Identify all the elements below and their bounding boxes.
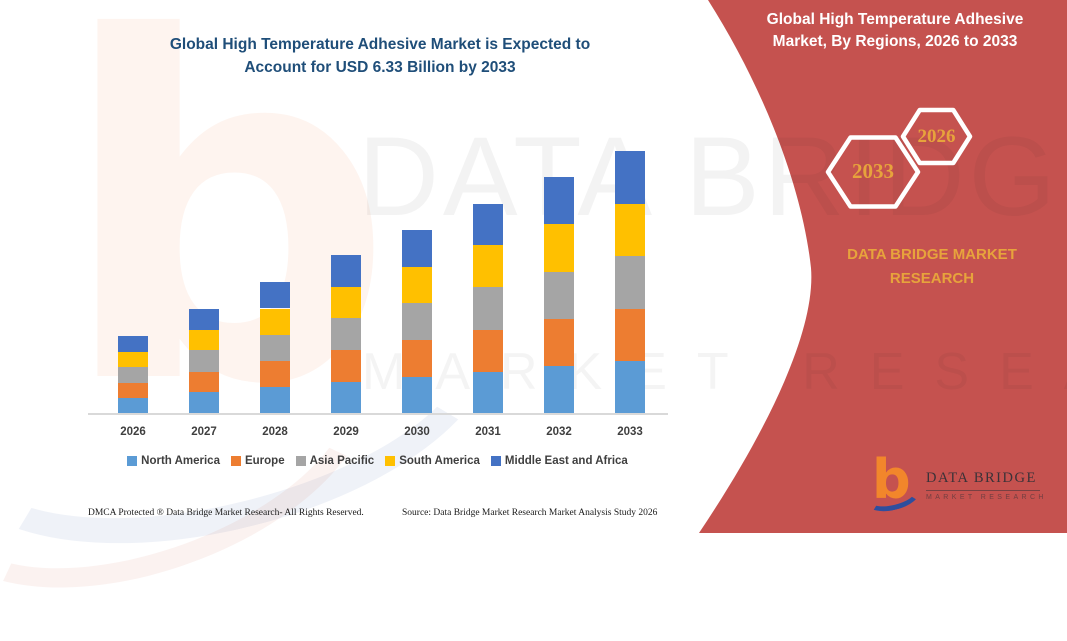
bar-segment-europe-2029	[331, 350, 361, 382]
bar-segment-europe-2030	[402, 340, 432, 377]
legend-swatch-icon	[230, 456, 241, 466]
bar-segment-north-america-2030	[402, 376, 432, 414]
year-hexagons-icon	[825, 107, 973, 209]
chart-title-line1: Global High Temperature Adhesive Market …	[169, 36, 591, 53]
x-axis-label-2027: 2027	[191, 426, 217, 438]
bar-segment-middle-east-and-africa-2027	[189, 308, 219, 330]
bar-segment-south-america-2033	[615, 203, 645, 256]
legend-item-south-america: South America	[385, 455, 480, 467]
legend-label: Middle East and Africa	[504, 455, 628, 467]
ribbon-title-line1: Global High Temperature Adhesive	[766, 11, 1024, 28]
bar-segment-asia-pacific-2028	[260, 334, 290, 362]
ribbon-title: Global High Temperature Adhesive Market,…	[742, 9, 1048, 53]
x-axis-label-2032: 2032	[546, 426, 572, 438]
bar-segment-north-america-2031	[473, 371, 503, 414]
bar-segment-middle-east-and-africa-2032	[544, 176, 574, 225]
bar-segment-middle-east-and-africa-2026	[118, 335, 148, 352]
bar-segment-south-america-2027	[189, 329, 219, 351]
chart-plot-area: 2026 2027 2028 2029 2030 2031 2032 2033	[118, 150, 645, 438]
x-axis-label-2031: 2031	[475, 426, 501, 438]
red-ribbon-shape	[699, 0, 1067, 533]
bar-segment-south-america-2030	[402, 266, 432, 304]
x-axis-label-2029: 2029	[333, 426, 359, 438]
bar-segment-asia-pacific-2029	[331, 318, 361, 351]
bar-segment-south-america-2026	[118, 351, 148, 367]
hexagon-2026	[900, 107, 973, 166]
bar-segment-europe-2032	[544, 318, 574, 367]
bar-segment-europe-2028	[260, 361, 290, 388]
chart-title: Global High Temperature Adhesive Market …	[145, 33, 615, 79]
bar-segment-asia-pacific-2033	[615, 255, 645, 309]
bar-segment-middle-east-and-africa-2029	[331, 255, 361, 287]
logo-divider	[926, 490, 1040, 491]
legend-item-asia-pacific: Asia Pacific	[295, 455, 375, 467]
bar-segment-asia-pacific-2032	[544, 271, 574, 319]
logo-name: DATA BRIDGE	[926, 470, 1037, 486]
footer-source: Source: Data Bridge Market Research Mark…	[402, 508, 658, 518]
bar-segment-north-america-2029	[331, 381, 361, 414]
bar-segment-middle-east-and-africa-2031	[473, 203, 503, 246]
bar-segment-asia-pacific-2027	[189, 350, 219, 372]
bar-segment-middle-east-and-africa-2030	[402, 229, 432, 267]
legend-label: Asia Pacific	[309, 455, 375, 467]
legend-swatch-icon	[295, 456, 306, 466]
bar-segment-south-america-2032	[544, 224, 574, 272]
bar-segment-europe-2033	[615, 308, 645, 361]
bar-segment-north-america-2028	[260, 387, 290, 414]
legend-swatch-icon	[127, 456, 138, 466]
legend-item-north-america: North America	[127, 455, 220, 467]
legend-label: South America	[399, 455, 480, 467]
bar-segment-north-america-2027	[189, 392, 219, 414]
bar-segment-asia-pacific-2031	[473, 287, 503, 330]
legend-item-europe: Europe	[230, 455, 285, 467]
logo-subtitle: MARKET RESEARCH	[926, 494, 1047, 501]
bar-segment-asia-pacific-2026	[118, 367, 148, 383]
bar-segment-europe-2027	[189, 371, 219, 393]
bar-segment-north-america-2026	[118, 398, 148, 414]
bar-segment-europe-2026	[118, 382, 148, 399]
legend-label: North America	[141, 455, 220, 467]
x-axis-line	[88, 413, 668, 415]
footer-copyright: DMCA Protected ® Data Bridge Market Rese…	[88, 508, 364, 518]
legend-swatch-icon	[385, 456, 396, 466]
ribbon-brand-text: DATA BRIDGE MARKET RESEARCH	[847, 246, 1017, 287]
chart-title-line2: Account for USD 6.33 Billion by 2033	[244, 59, 516, 76]
x-axis-label-2030: 2030	[404, 426, 430, 438]
x-axis-label-2033: 2033	[617, 426, 643, 438]
bar-segment-north-america-2033	[615, 360, 645, 414]
bar-segment-middle-east-and-africa-2033	[615, 150, 645, 204]
bar-segment-europe-2031	[473, 329, 503, 372]
chart-legend: North America Europe Asia Pacific South Ame…	[85, 455, 670, 467]
bar-segment-south-america-2029	[331, 286, 361, 319]
bar-segment-south-america-2031	[473, 245, 503, 288]
bar-segment-south-america-2028	[260, 308, 290, 335]
hexagon-2033	[825, 135, 921, 209]
databridge-b-icon: b	[863, 450, 923, 520]
hexagon-2033-label: 2033	[852, 159, 894, 183]
hexagon-2026-label: 2026	[917, 126, 956, 147]
x-axis-label-2026: 2026	[120, 426, 146, 438]
legend-swatch-icon	[490, 456, 501, 466]
logo-text-block: DATA BRIDGE MARKET RESEARCH	[926, 470, 1050, 501]
bar-segment-middle-east-and-africa-2028	[260, 281, 290, 309]
legend-label: Europe	[244, 455, 285, 467]
bar-segment-asia-pacific-2030	[402, 303, 432, 341]
bar-segment-north-america-2032	[544, 366, 574, 414]
databridge-logo: b DATA BRIDGE MARKET RESEARCH	[863, 450, 1052, 524]
ribbon-title-line2: Market, By Regions, 2026 to 2033	[772, 33, 1018, 50]
x-axis-label-2028: 2028	[262, 426, 288, 438]
legend-item-middle-east-and-africa: Middle East and Africa	[490, 455, 628, 467]
logo-b-letter: b	[872, 448, 911, 511]
